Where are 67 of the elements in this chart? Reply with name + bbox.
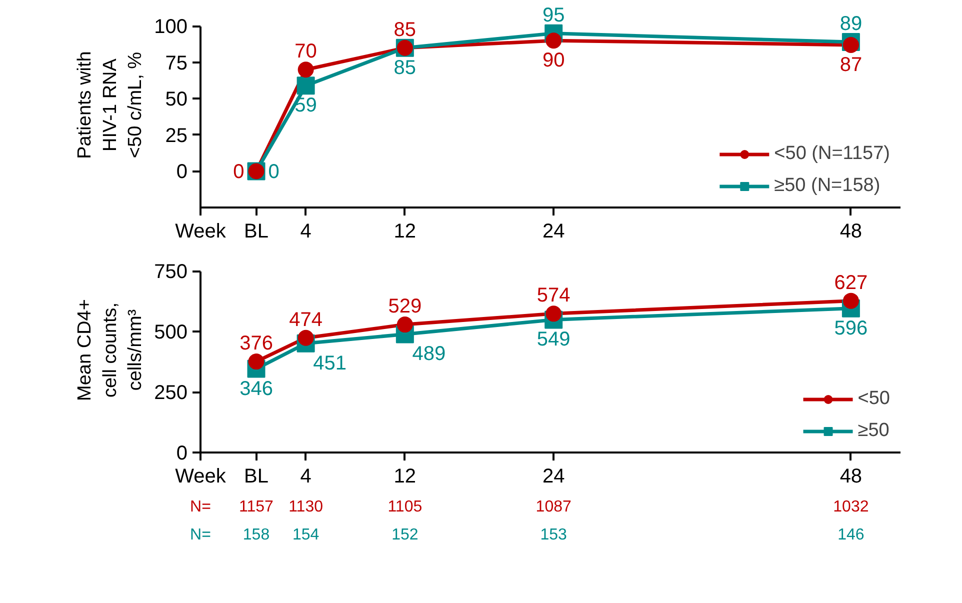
data-label: 474: [289, 308, 322, 331]
y-tick-label: 100: [154, 16, 188, 38]
text: 158: [242, 526, 270, 544]
x-tick-label: 12: [394, 466, 416, 488]
x-tick-label: 12: [394, 220, 416, 242]
data-label: 95: [542, 4, 565, 26]
data-label: 89: [840, 13, 862, 36]
y-axis-title: Mean CD4+ cell counts, cells/mm³: [74, 299, 146, 401]
legend-label: <50 (N=1157): [774, 143, 890, 165]
point: [842, 292, 859, 309]
point: [248, 354, 264, 370]
x-tick-label: 4: [300, 220, 312, 242]
point: [842, 36, 859, 53]
y-tick-label: 50: [165, 88, 188, 111]
text: 1105: [388, 498, 422, 516]
data-label: 627: [834, 272, 868, 294]
legend-label: ≥50: [858, 420, 890, 442]
legend-label: ≥50 (N=158): [774, 175, 880, 197]
data-label: 87: [840, 54, 862, 76]
data-label: 346: [240, 378, 273, 400]
data-label: 489: [412, 343, 446, 366]
point: [396, 316, 413, 333]
point: [296, 76, 315, 95]
x-axis-title: Week: [175, 220, 227, 242]
y-tick-label: 250: [154, 382, 188, 404]
x-tick-label: BL: [244, 220, 268, 242]
text: 153: [540, 526, 568, 544]
point: [546, 306, 562, 322]
data-label: 596: [834, 317, 868, 340]
data-label: 549: [536, 328, 570, 351]
x-tick-label: 24: [542, 220, 565, 242]
x-tick-label: 4: [300, 466, 312, 488]
x-tick-label: 48: [840, 466, 862, 488]
data-label: 85: [394, 56, 416, 79]
y-tick-label: 75: [165, 52, 188, 74]
text: 1157: [239, 498, 274, 516]
x-axis-title: Week: [175, 466, 227, 488]
y-axis-title: Patients with HIV-1 RNA <50 c/mL, %: [74, 51, 146, 159]
text: 154: [292, 526, 320, 544]
data-label: 85: [394, 18, 416, 41]
data-label: 0: [233, 161, 244, 184]
data-label: 376: [240, 332, 273, 355]
data-label: 70: [294, 40, 317, 63]
y-tick-label: 750: [154, 261, 188, 284]
x-tick-label: BL: [244, 466, 268, 488]
text: 1032: [833, 498, 869, 516]
x-tick-label: 48: [840, 220, 862, 242]
x-tick-label: 24: [542, 466, 565, 488]
point: [298, 62, 314, 78]
legend-label: <50: [858, 388, 890, 410]
y-tick-label: 0: [176, 442, 188, 464]
data-label: 529: [388, 296, 422, 318]
text: N=: [190, 526, 211, 544]
data-label: 90: [542, 50, 565, 72]
y-tick-label: 25: [165, 124, 188, 147]
text: 1130: [288, 498, 324, 516]
y-tick-label: 500: [154, 322, 188, 344]
y-tick-label: 0: [176, 161, 188, 184]
point: [298, 330, 314, 346]
data-label: 451: [313, 352, 346, 374]
text: N=: [190, 498, 211, 516]
point: [546, 32, 562, 49]
text: 1087: [536, 498, 572, 516]
data-label: 574: [536, 284, 570, 307]
data-label: 0: [268, 161, 280, 184]
text: 152: [392, 526, 418, 544]
text: 146: [838, 526, 864, 544]
